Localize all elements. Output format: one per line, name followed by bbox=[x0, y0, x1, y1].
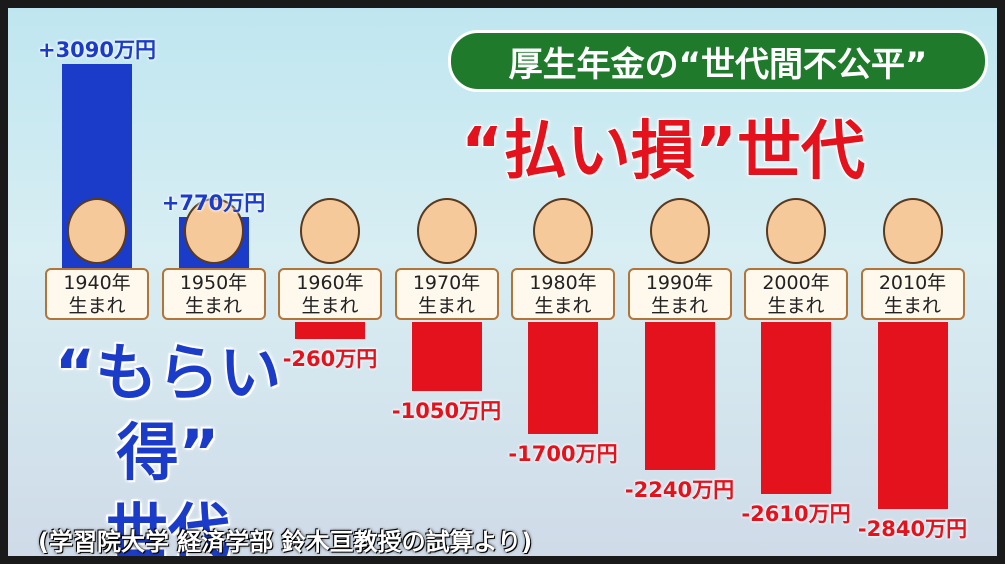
x-tick-label: 1990年 生まれ bbox=[627, 268, 732, 320]
value-label: -1050万円 bbox=[391, 399, 502, 424]
bar bbox=[411, 322, 482, 392]
face-icon bbox=[649, 198, 710, 264]
annotation: “払い損”世代 bbox=[460, 114, 866, 190]
face-icon bbox=[766, 198, 826, 264]
value-label: -1700万円 bbox=[508, 442, 618, 467]
value-label: -2610万円 bbox=[741, 502, 851, 527]
value-label: -2840万円 bbox=[857, 517, 968, 542]
face-icon bbox=[533, 198, 593, 264]
annotation: “もらい得” 世代 bbox=[54, 336, 282, 564]
x-tick-label: 1950年 生まれ bbox=[161, 268, 266, 320]
bar bbox=[877, 322, 948, 510]
face-icon bbox=[882, 198, 943, 264]
chart-title: 厚生年金の“世代間不公平” bbox=[448, 30, 988, 92]
source-note: (学習院大学 経済学部 鈴木亘教授の試算より) bbox=[38, 528, 533, 556]
bar bbox=[528, 322, 598, 435]
value-label: -2240万円 bbox=[624, 477, 735, 502]
x-tick-label: 1980年 生まれ bbox=[511, 268, 615, 320]
x-tick-label: 1960年 生まれ bbox=[278, 268, 382, 320]
bar bbox=[644, 322, 715, 470]
value-label: -260万円 bbox=[282, 347, 378, 372]
value-label: +3090万円 bbox=[37, 38, 157, 63]
face-icon bbox=[183, 198, 244, 264]
face-icon bbox=[67, 198, 127, 264]
bar bbox=[761, 322, 831, 495]
value-label: +770万円 bbox=[161, 191, 266, 216]
x-tick-label: 1940年 生まれ bbox=[45, 268, 149, 320]
face-icon bbox=[416, 198, 477, 264]
x-tick-label: 1970年 生まれ bbox=[394, 268, 499, 320]
x-tick-label: 2000年 生まれ bbox=[744, 268, 848, 320]
bar bbox=[295, 322, 365, 340]
x-tick-label: 2010年 生まれ bbox=[860, 268, 965, 320]
face-icon bbox=[300, 198, 360, 264]
